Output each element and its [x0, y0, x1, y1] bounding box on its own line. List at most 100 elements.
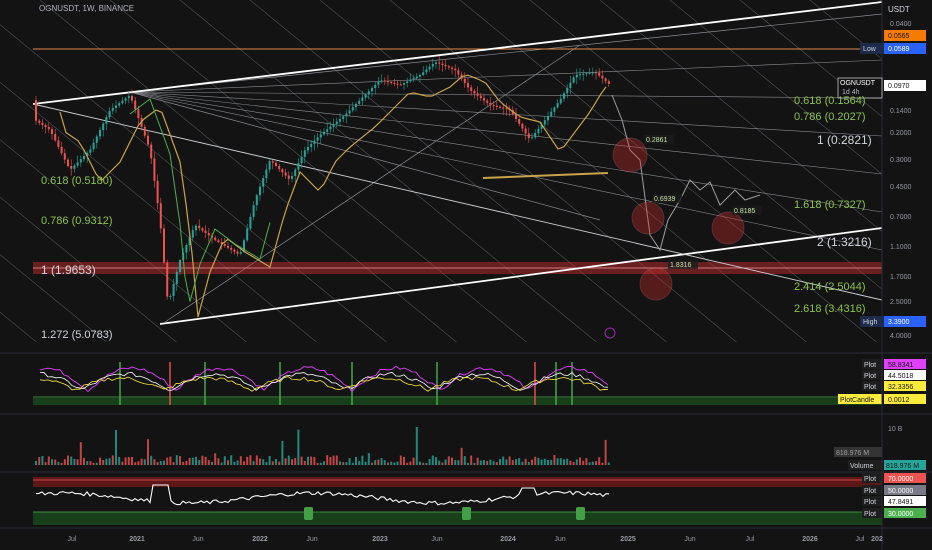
candle-body — [278, 166, 281, 170]
price-tick-label: 0.1400 — [890, 108, 912, 115]
candle-body — [319, 134, 322, 138]
candle-body — [156, 180, 159, 204]
rsi-line — [35, 484, 610, 506]
volume-bar — [499, 458, 501, 465]
candle-body — [89, 149, 92, 153]
candle-body — [95, 136, 98, 143]
candle-body — [492, 105, 495, 107]
volume-bar — [131, 457, 133, 465]
candle-body — [358, 100, 361, 104]
time-tick-label: Jun — [306, 536, 317, 543]
volume-bar — [412, 457, 415, 465]
point-label: 1.8316 — [670, 262, 692, 269]
rsi-caption-bg — [862, 496, 882, 506]
price-badge — [884, 30, 926, 41]
volume-bar — [329, 457, 332, 465]
time-axis[interactable]: Jul 2021 Jun 2022 Jun 2023 Jun 2024 Jun 2025 Jun Ju… — [68, 536, 883, 543]
candle-body — [547, 116, 549, 121]
rsi-value-bg — [884, 473, 926, 483]
volume-bar — [291, 459, 293, 465]
candle-body — [486, 100, 489, 103]
candle-body — [265, 169, 268, 179]
price-pane[interactable] — [0, 0, 932, 345]
diagonal-fan-line — [0, 311, 37, 342]
candle-body — [332, 124, 335, 127]
candle-body — [345, 113, 348, 117]
candle-body — [147, 135, 149, 145]
rsi-caption-bg — [862, 508, 882, 518]
candle-body — [569, 82, 572, 88]
candle-body — [220, 242, 223, 244]
candle-body — [44, 124, 47, 128]
candle-body — [191, 230, 194, 238]
time-tick-label: Jun — [554, 536, 565, 543]
volume-bar — [303, 461, 306, 465]
candle-body — [495, 105, 498, 107]
candle-body — [380, 80, 383, 82]
volume-bar — [470, 455, 473, 465]
volume-bar — [393, 462, 396, 465]
rsi-pane[interactable]: Plot 70.0000 Plot 50.0000 Plot 47.8491 Plot 30.… — [33, 473, 926, 525]
volume-bar — [483, 460, 485, 465]
diagonal-fan-line — [179, 0, 597, 342]
pitchfork-line — [129, 91, 882, 213]
badge-caption-bg — [860, 43, 884, 54]
volume-bar — [268, 455, 271, 465]
point-label: 0.8185 — [734, 208, 756, 215]
last-price-badge — [884, 80, 926, 91]
volume-bar — [143, 459, 146, 465]
volume-bar — [51, 459, 53, 465]
candle-body — [364, 94, 367, 98]
volume-bar — [73, 458, 76, 465]
time-tick-label: Jul — [746, 536, 755, 543]
symbol-title: OGNUSDT, 1W, BINANCE — [39, 4, 135, 13]
volume-bar — [566, 458, 569, 465]
overlay-labels: 0.618 (0.5180) 0.786 (0.9312) 1 (1.9653) 1.… — [41, 95, 872, 341]
volume-bar — [214, 453, 217, 465]
fib-level-label: 0.786 (0.9312) — [41, 215, 113, 227]
diagonal-fan-line — [599, 0, 882, 233]
badge-caption-bg — [860, 316, 884, 327]
volume-bar — [383, 460, 386, 465]
volume-bar — [364, 461, 367, 465]
volume-bar — [223, 456, 226, 465]
candle-body — [227, 245, 229, 248]
volume-pane[interactable]: 10 B 818.976 M Volume 818.976 M — [35, 426, 926, 470]
candle-body — [153, 158, 156, 181]
volume-bar — [287, 455, 290, 465]
candle-body — [124, 98, 127, 101]
rsi-caption: Plot — [864, 499, 876, 506]
candle-body — [54, 134, 57, 141]
volume-bar — [332, 455, 335, 465]
volume-bar — [473, 462, 476, 465]
price-tick-label: 0.7000 — [890, 214, 912, 221]
candle-body — [342, 116, 345, 119]
volume-bar — [118, 456, 121, 465]
time-tick-label: 2026 — [802, 536, 818, 543]
candle-body — [86, 152, 89, 156]
candle-body — [307, 147, 309, 151]
candle-body — [479, 95, 482, 99]
volume-bar — [435, 457, 437, 465]
volume-bar — [348, 458, 351, 465]
volume-bar — [182, 461, 185, 465]
candle-body — [185, 245, 188, 253]
point-label-bg — [652, 194, 682, 203]
candle-body — [239, 252, 242, 254]
moving-average-short — [129, 98, 271, 302]
volume-bar — [457, 460, 460, 465]
candle-body — [326, 129, 329, 132]
volume-bar — [476, 457, 479, 465]
rsi-value: 47.8491 — [888, 499, 913, 506]
oscillator-pane[interactable]: Plot 58.8341 Plot 44.5018 Plot 32.3356 PlotCan… — [33, 359, 926, 405]
volume-bar — [595, 461, 597, 465]
volume-bar — [89, 461, 92, 465]
rsi-value: 70.0000 — [888, 476, 913, 483]
volume-bar — [524, 458, 527, 465]
volume-bar — [582, 460, 585, 465]
candle-body — [438, 62, 441, 64]
candle-body — [470, 87, 473, 91]
diagonal-fan-line — [109, 0, 527, 342]
